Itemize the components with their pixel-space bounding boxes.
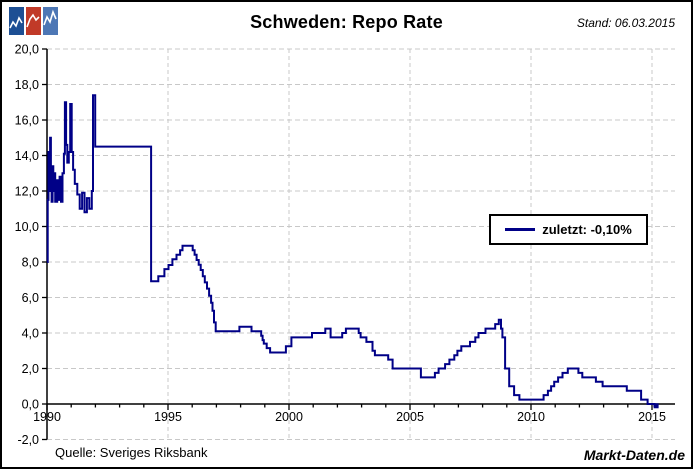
x-tick-label: 1990 [33,410,61,424]
x-tick-label: 2015 [638,410,666,424]
as-of-date: Stand: 06.03.2015 [576,16,675,30]
last-point-marker [653,403,659,409]
logo-panel-1 [9,7,24,35]
y-tick-label: -2,0 [17,433,39,447]
x-tick-label: 2010 [517,410,545,424]
y-tick-label: 8,0 [22,256,39,270]
logo-panel-2 [26,7,41,35]
y-tick-label: 4,0 [22,327,39,341]
y-tick-label: 2,0 [22,362,39,376]
source-note: Quelle: Sveriges Riksbank [55,445,208,460]
y-tick-label: 10,0 [15,220,39,234]
y-tick-label: 20,0 [15,43,39,57]
y-tick-label: 6,0 [22,291,39,305]
brand-watermark: Markt-Daten.de [583,447,685,463]
chart-title: Schweden: Repo Rate [250,12,443,32]
x-tick-label: 1995 [154,410,182,424]
x-tick-label: 2000 [275,410,303,424]
logo-zigzag-2 [26,13,40,28]
y-tick-label: 14,0 [15,149,39,163]
markt-daten-logo-icon [9,7,58,35]
x-tick-label: 2005 [396,410,424,424]
y-tick-label: 0,0 [22,398,39,412]
logo-zigzag-1 [9,16,23,29]
y-tick-label: 18,0 [15,78,39,92]
logo-zigzag-3 [43,9,57,26]
y-tick-label: 16,0 [15,114,39,128]
legend-box: zuletzt: -0,10% [489,214,648,245]
legend-label: zuletzt: -0,10% [542,222,632,237]
repo-rate-line [46,94,657,407]
legend-line-swatch [505,228,536,231]
y-tick-label: 12,0 [15,185,39,199]
